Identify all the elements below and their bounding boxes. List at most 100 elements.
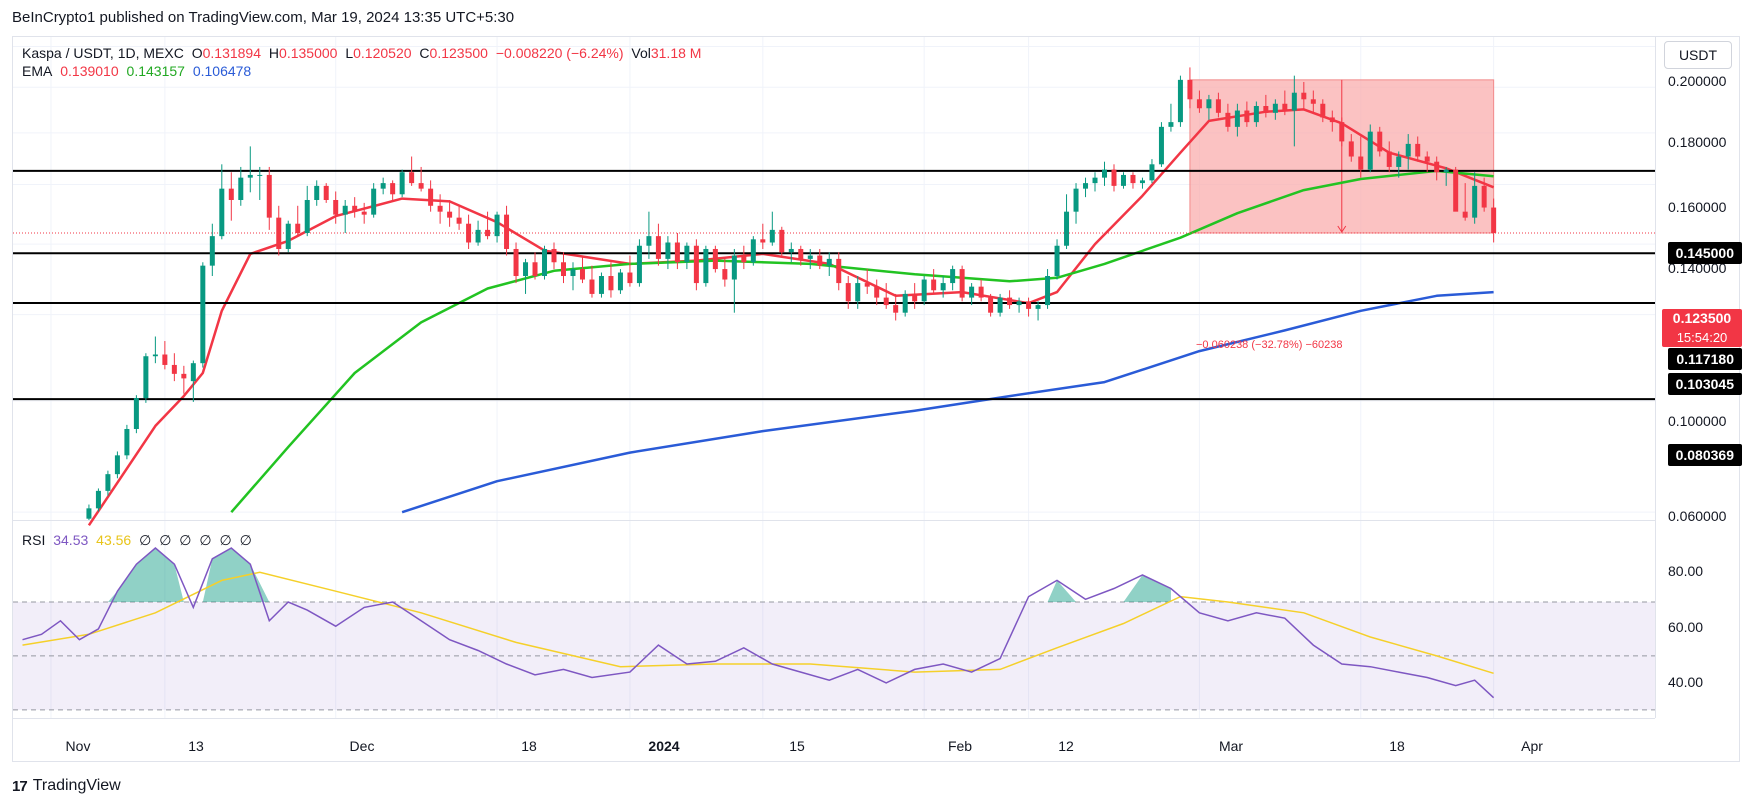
- candle: [304, 185, 310, 237]
- candle: [1244, 101, 1250, 127]
- candle-body: [912, 293, 918, 302]
- candle-body: [883, 297, 889, 306]
- candle-body: [1035, 305, 1041, 309]
- candle-body: [684, 245, 690, 263]
- rsi-ma-line: [22, 571, 1494, 675]
- candle-body: [731, 255, 737, 280]
- price-grid: [13, 37, 1656, 719]
- candle: [1462, 183, 1468, 221]
- candle: [1206, 94, 1212, 120]
- candle-body: [845, 283, 851, 302]
- candle-body: [1102, 169, 1108, 178]
- candle: [1453, 166, 1459, 212]
- candle: [1139, 177, 1145, 189]
- candle-body: [295, 223, 301, 233]
- candle-body: [769, 229, 775, 243]
- candle: [257, 166, 263, 200]
- candle: [940, 276, 946, 298]
- candle: [447, 199, 453, 227]
- candle-body: [1026, 301, 1032, 309]
- candle: [883, 283, 889, 309]
- candle: [617, 269, 623, 294]
- candle: [665, 236, 671, 270]
- candle-body: [627, 272, 633, 284]
- candle: [466, 214, 472, 249]
- candle: [399, 169, 405, 198]
- rsi-overbought-fill: [202, 547, 270, 602]
- candle: [855, 276, 861, 309]
- candle: [1339, 117, 1345, 147]
- candle: [1367, 124, 1373, 173]
- candle-body: [504, 214, 510, 249]
- price-tick: 0.060000: [1668, 508, 1727, 524]
- candle: [988, 293, 994, 317]
- candle-body: [722, 269, 728, 280]
- brand-name: TradingView: [32, 777, 121, 794]
- candle: [1187, 67, 1193, 109]
- ema-line-1: [87, 108, 1495, 526]
- rsi-marker-4: ∅: [199, 532, 212, 548]
- time-tick: Feb: [947, 738, 973, 754]
- candle: [722, 258, 728, 287]
- candle: [1329, 110, 1335, 132]
- legend-low: 0.120520: [353, 45, 412, 61]
- candle-body: [589, 279, 595, 294]
- candle-body: [219, 188, 225, 237]
- candle-body: [807, 255, 813, 259]
- candle: [997, 293, 1003, 317]
- candle: [380, 177, 386, 195]
- candle: [1120, 172, 1126, 189]
- candle: [1291, 75, 1297, 147]
- measure-label: −0.060238 (−32.78%) −60238: [1196, 339, 1343, 351]
- candle-body: [1083, 183, 1089, 189]
- candle-body: [323, 185, 329, 200]
- candle: [969, 283, 975, 306]
- tradingview-brand[interactable]: 17 TradingView: [12, 777, 121, 795]
- candle-body: [152, 354, 158, 357]
- candle: [655, 223, 661, 266]
- candle-body: [1244, 110, 1250, 123]
- candle-body: [1054, 245, 1060, 277]
- candle: [143, 353, 149, 403]
- price-tick: 0.200000: [1668, 73, 1727, 89]
- rsi-marker-1: ∅: [139, 532, 152, 548]
- time-tick: 12: [1058, 738, 1074, 754]
- candle: [1491, 198, 1497, 243]
- candle-body: [361, 211, 367, 215]
- ema-legend-label[interactable]: EMA: [22, 63, 53, 79]
- candle: [864, 269, 870, 294]
- legend-symbol[interactable]: Kaspa / USDT, 1D, MEXC: [22, 45, 184, 61]
- candle-body: [513, 248, 519, 277]
- ema-lines: [87, 108, 1495, 526]
- candle-body: [940, 283, 946, 291]
- candle-body: [1120, 174, 1126, 186]
- rsi-marker-6: ∅: [239, 532, 252, 548]
- measure-arrow-head: [1337, 225, 1347, 233]
- candle-body: [598, 276, 604, 294]
- candle-body: [342, 205, 348, 215]
- legend-change: −0.008220 (−6.24%): [495, 45, 624, 61]
- candle: [798, 245, 804, 266]
- candle-body: [1358, 156, 1364, 170]
- candle-body: [798, 248, 804, 259]
- candle-body: [978, 286, 984, 298]
- candle-body: [1253, 106, 1259, 123]
- level-label-00803: 0.080369: [1667, 444, 1742, 466]
- candle: [1320, 99, 1326, 123]
- candle-body: [409, 172, 415, 184]
- current-price-label: 0.123500: [1662, 309, 1742, 328]
- candle: [494, 211, 500, 243]
- candle-body: [124, 428, 130, 456]
- candle-body: [1339, 122, 1345, 142]
- candles: [86, 67, 1497, 520]
- candle-body: [874, 286, 880, 298]
- candle-body: [570, 269, 576, 277]
- candle: [114, 451, 120, 479]
- rsi-legend-label[interactable]: RSI: [22, 532, 46, 548]
- attribution-text: BeInCrypto1 published on TradingView.com…: [12, 9, 515, 26]
- ema2-value: 0.143157: [126, 63, 185, 79]
- candle-body: [788, 248, 794, 253]
- candle-body: [371, 188, 377, 215]
- currency-button[interactable]: USDT: [1664, 41, 1732, 69]
